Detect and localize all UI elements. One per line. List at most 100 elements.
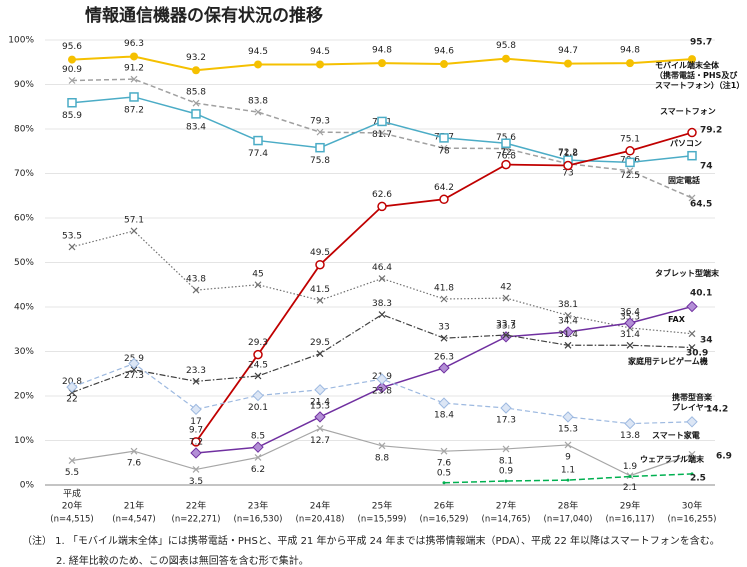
y-tick-label: 40% (14, 303, 34, 313)
marker (440, 447, 448, 455)
marker (500, 331, 512, 343)
data-label: 9.7 (189, 425, 203, 435)
data-label: 73 (562, 169, 573, 179)
era-label: 平成 (63, 488, 81, 500)
data-label: 22 (66, 395, 77, 405)
marker (502, 445, 510, 453)
data-label: 41.8 (434, 283, 454, 293)
sample-size: (n=22,271) (172, 515, 221, 525)
marker (438, 362, 450, 374)
series-name: スマート家電 (652, 431, 700, 440)
data-label: 38.3 (372, 299, 392, 309)
data-label: 78 (438, 146, 450, 156)
data-label: 0.9 (499, 466, 514, 476)
data-label: 33.3 (496, 321, 516, 331)
data-label: 42 (500, 283, 511, 293)
data-label: 20.1 (248, 403, 268, 413)
marker (190, 447, 202, 459)
marker (378, 59, 386, 68)
series-line (71, 427, 693, 477)
marker (502, 294, 510, 302)
data-label: 77.4 (248, 149, 268, 159)
data-label: 62.6 (372, 190, 392, 200)
data-label: 1.9 (623, 462, 638, 472)
x-tick-label: 30年 (682, 500, 702, 512)
data-label: 2.5 (690, 474, 706, 484)
data-label: 38.1 (558, 300, 578, 310)
marker (564, 312, 572, 319)
data-label: 31.4 (620, 330, 640, 340)
data-label: 94.8 (372, 46, 392, 56)
data-label: 94.7 (558, 46, 578, 56)
data-label: 0.5 (437, 468, 451, 478)
data-label: 75.6 (496, 133, 516, 143)
marker (626, 167, 634, 175)
marker (378, 442, 386, 450)
series-name: ウェアラブル端末 (640, 455, 704, 464)
marker (192, 66, 200, 75)
data-label: 8.8 (375, 453, 390, 463)
data-label: 34 (700, 336, 713, 346)
data-label: 3.5 (189, 477, 203, 487)
data-label: 43.8 (186, 275, 206, 285)
sample-size: (n=15,599) (358, 515, 407, 525)
data-label: 72.5 (620, 171, 640, 181)
y-tick-label: 90% (14, 80, 34, 90)
marker (376, 373, 388, 385)
sample-size: (n=4,547) (112, 515, 155, 525)
marker (316, 128, 324, 136)
data-label: 24.5 (248, 360, 268, 370)
x-tick-label: 25年 (372, 500, 392, 512)
marker (253, 349, 263, 360)
data-label: 1.1 (561, 466, 575, 476)
series-name: スマートフォン (660, 107, 716, 116)
data-label: 46.4 (372, 263, 392, 273)
data-label: 33 (438, 323, 449, 333)
chart-title: 情報通信機器の保有状況の推移 (85, 5, 323, 26)
data-label: 83.4 (186, 122, 206, 132)
marker (67, 97, 77, 108)
data-label: 71.8 (558, 149, 578, 159)
sample-size: (n=4,515) (50, 515, 93, 525)
data-label: 6.2 (251, 465, 265, 475)
marker (438, 397, 450, 409)
marker (253, 135, 263, 146)
marker (316, 350, 324, 358)
marker (130, 75, 138, 83)
marker (624, 417, 636, 430)
data-label: 40.1 (690, 289, 712, 299)
data-label: 79.2 (700, 126, 722, 136)
y-tick-label: 70% (14, 169, 34, 179)
marker (504, 479, 508, 483)
marker (628, 475, 632, 479)
data-label: 72 (500, 148, 511, 158)
data-label: 27.3 (124, 371, 144, 381)
marker (501, 138, 511, 148)
marker (563, 160, 573, 171)
data-label: 79.3 (310, 117, 330, 127)
data-label: 2.1 (623, 483, 637, 493)
marker (130, 366, 138, 374)
marker (564, 441, 572, 449)
data-label: 34.4 (558, 316, 578, 326)
data-label: 95.7 (690, 38, 712, 48)
marker (688, 450, 696, 458)
marker (316, 296, 324, 304)
data-label: 83.8 (248, 97, 268, 107)
x-tick-label: 28年 (558, 500, 578, 512)
data-label: 64.5 (690, 200, 712, 210)
y-tick-label: 10% (14, 436, 34, 446)
sample-size: (n=16,529) (420, 515, 469, 525)
marker (378, 129, 386, 137)
data-label: 94.5 (248, 47, 268, 57)
data-label: 74 (700, 162, 713, 172)
marker (440, 60, 448, 69)
marker (377, 116, 387, 127)
y-tick-label: 0% (20, 481, 35, 491)
series-name: 携帯型音楽 プレイヤー (672, 393, 712, 412)
data-label: 23.8 (372, 387, 392, 397)
marker (252, 389, 264, 402)
marker (254, 453, 262, 461)
marker (130, 227, 138, 235)
series-name: 家庭用テレビゲーム機 (628, 357, 708, 366)
